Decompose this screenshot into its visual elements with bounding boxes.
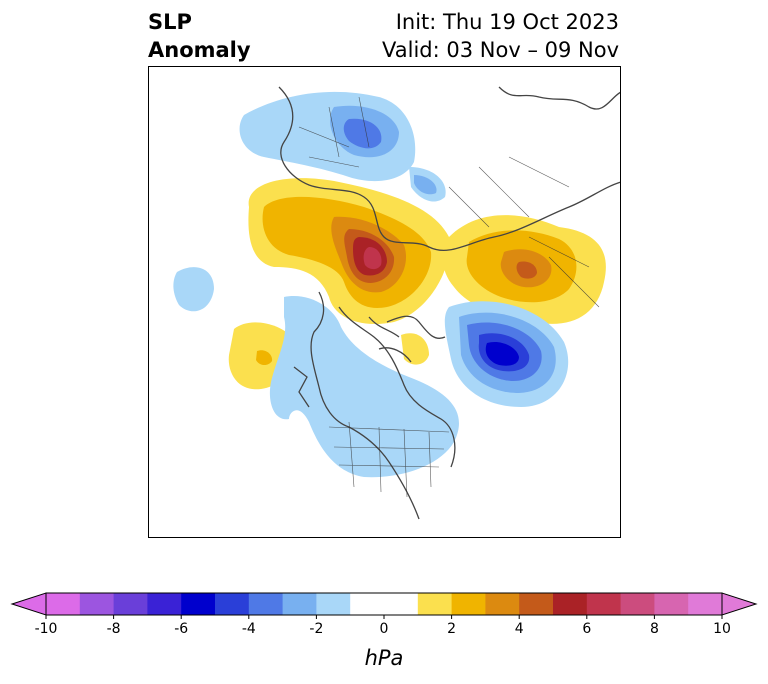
colorbar-cell [316, 593, 351, 615]
coastlines [278, 86, 620, 520]
anomaly-asia-positive [442, 215, 606, 324]
colorbar-tick-label: -6 [174, 621, 188, 634]
colorbar-cell [519, 593, 554, 615]
colorbar-cell [350, 593, 419, 615]
init-date: Init: Thu 19 Oct 2023 [395, 10, 619, 34]
title-line-2: Anomaly [148, 38, 251, 62]
colorbar: -10 -8 -6 -4 -2 0 2 4 6 8 10 [10, 592, 758, 634]
colorbar-tick-label: 2 [447, 621, 456, 634]
colorbar-tick-label: -10 [35, 621, 58, 634]
colorbar-tick-label: -2 [309, 621, 323, 634]
colorbar-tick-label: -4 [242, 621, 256, 634]
slp-anomaly-map [148, 66, 621, 538]
colorbar-cell [181, 593, 216, 615]
anomaly-atlantic-negative [444, 301, 569, 407]
country-borders [298, 96, 600, 498]
anomaly-canada-positive [248, 178, 450, 325]
colorbar-cell [113, 593, 148, 615]
colorbar-extend-low [10, 592, 47, 616]
colorbar-cell [248, 593, 284, 615]
colorbar-cell [215, 593, 250, 615]
colorbar-tick-label: -8 [107, 621, 121, 634]
colorbar-cell [79, 593, 115, 615]
colorbar-tick-label: 8 [650, 621, 659, 634]
colorbar-tick-label: 0 [380, 621, 389, 634]
anomaly-siberia-negative [239, 91, 446, 202]
colorbar-cell [586, 593, 622, 615]
colorbar-cell [282, 593, 317, 615]
title-line-1: SLP [148, 10, 192, 34]
colorbar-cell [485, 593, 520, 615]
colorbar-cell [147, 593, 182, 615]
anomaly-labrador-positive [401, 333, 429, 365]
colorbar-cell [417, 593, 453, 615]
anomaly-namerica-negative [269, 296, 459, 478]
colorbar-cell [654, 593, 689, 615]
colorbar-unit-label: hPa [364, 646, 404, 670]
colorbar-cell [46, 593, 81, 615]
colorbar-tick-label: 10 [713, 621, 731, 634]
colorbar-cell [553, 593, 588, 615]
map-title: SLP Anomaly [148, 8, 251, 64]
valid-range: Valid: 03 Nov – 09 Nov [382, 38, 619, 62]
colorbar-tick-label: 6 [582, 621, 591, 634]
colorbar-extend-high [721, 592, 758, 616]
colorbar-cell [688, 593, 723, 615]
colorbar-cell [451, 593, 486, 615]
anomaly-bering-negative [173, 267, 214, 312]
colorbar-cell [620, 593, 655, 615]
colorbar-tick-label: 4 [515, 621, 524, 634]
forecast-dates: Init: Thu 19 Oct 2023 Valid: 03 Nov – 09… [382, 8, 619, 64]
